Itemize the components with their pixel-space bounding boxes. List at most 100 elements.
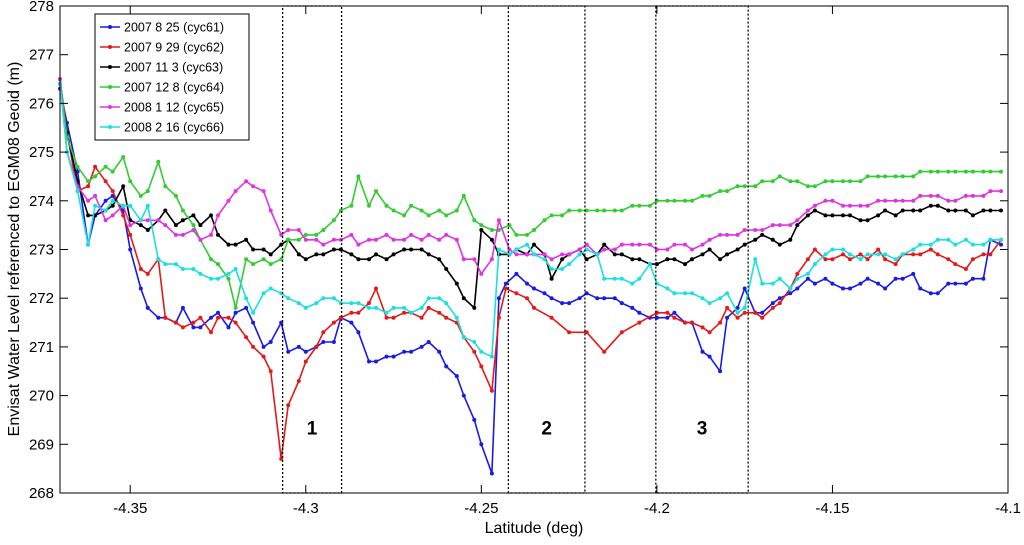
data-point [454,281,459,286]
data-point [700,252,705,257]
data-point [251,320,256,325]
legend-marker [108,125,112,129]
data-point [489,237,494,242]
data-point [503,281,508,286]
data-point [268,262,273,267]
data-point [953,169,958,174]
data-point [251,247,256,252]
data-point [742,242,747,247]
data-point [953,281,958,286]
data-point [988,189,993,194]
data-point [444,315,449,320]
box-label-3: 3 [697,419,708,440]
data-point [672,291,677,296]
data-point [584,291,589,296]
data-point [349,310,354,315]
data-point [367,237,371,242]
data-point [525,252,529,257]
data-point [244,237,249,242]
y-tick-label: 277 [29,47,54,64]
data-point [953,208,958,213]
data-point [286,296,291,301]
data-point [770,223,775,228]
data-point [437,349,442,354]
data-point [338,315,343,320]
data-point [718,320,723,325]
data-point [532,242,536,247]
data-point [472,340,477,344]
data-point [367,203,371,208]
data-point [595,296,600,301]
legend-marker [108,45,112,49]
data-point [970,169,975,174]
data-point [560,267,565,271]
data-point [216,213,220,218]
chart-marks [58,77,1003,476]
data-point [180,208,185,213]
data-point [883,174,888,179]
data-point [173,193,178,198]
data-point [858,281,863,286]
data-point [760,179,765,184]
data-point [314,232,319,237]
highlight-box-2 [507,5,586,494]
data-point [145,228,150,232]
data-point [770,281,775,286]
x-axis-title: Latitude (deg) [485,520,584,537]
data-point [946,169,951,174]
data-point [665,286,670,291]
data-point [858,179,863,184]
data-point [138,267,143,271]
data-point [805,208,810,213]
data-point [444,364,449,369]
data-point [707,301,712,306]
x-tick-label: -4.1 [995,500,1021,517]
data-point [823,198,828,203]
data-point [865,257,870,262]
data-point [858,218,863,223]
data-point [560,257,565,262]
data-point [163,184,168,189]
data-point [812,184,817,189]
data-point [286,403,291,408]
data-point [198,325,203,330]
data-point [489,354,494,359]
data-point [876,247,881,252]
data-point [479,271,484,276]
data-point [777,296,782,301]
data-point [244,179,249,184]
data-point [876,281,881,286]
data-point [830,213,835,218]
data-point [331,320,336,325]
data-point [349,252,354,257]
data-point [226,271,231,276]
data-point [612,296,617,301]
data-point [735,232,740,237]
data-point [251,310,256,315]
data-point [602,242,607,247]
data-point [928,169,933,174]
data-point [233,189,238,194]
data-point [314,237,319,242]
data-point [770,179,775,184]
data-point [402,213,407,218]
data-point [823,213,828,218]
data-point [261,354,266,359]
data-point [760,228,765,232]
data-point [753,228,758,232]
y-tick-label: 269 [29,436,54,453]
data-point [707,237,712,242]
data-point [584,242,589,247]
data-point [286,349,291,354]
data-point [233,305,238,310]
legend-marker [108,65,112,69]
data-point [391,237,396,242]
data-point [303,359,308,364]
data-point [542,218,547,223]
data-point [700,325,705,330]
data-point [454,208,459,213]
data-point [735,184,740,189]
data-point [830,247,835,252]
data-point [209,276,213,281]
legend-marker [108,105,112,109]
